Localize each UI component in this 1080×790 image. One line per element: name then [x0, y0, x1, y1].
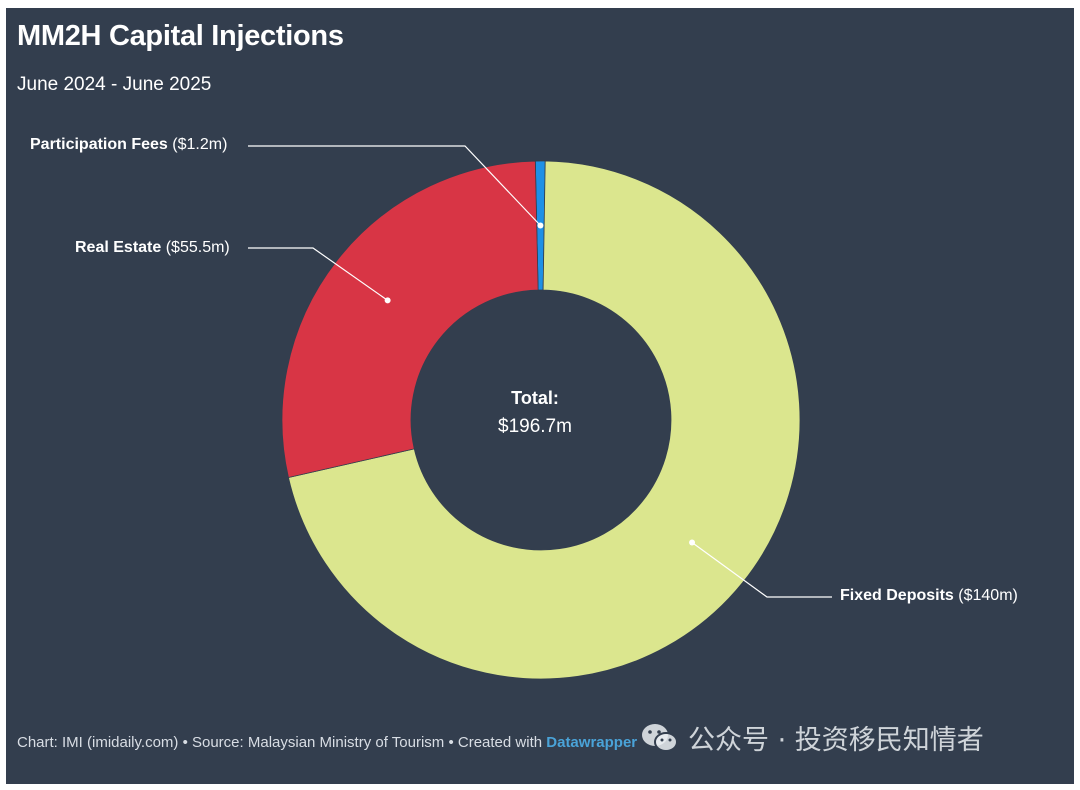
- leader-dot-fixed-deposits: [689, 539, 696, 546]
- center-total-value: $196.7m: [498, 416, 572, 437]
- slice-fixed-deposits: [287, 160, 801, 680]
- leader-line-real-estate: [248, 247, 388, 301]
- slice-value-participation-fees: ($1.2m): [172, 136, 228, 153]
- slice-value-fixed-deposits: ($140m): [958, 587, 1018, 604]
- label-fixed-deposits: Fixed Deposits ($140m): [840, 587, 1018, 605]
- datawrapper-link[interactable]: Datawrapper: [546, 734, 638, 751]
- chart-subtitle: June 2024 - June 2025: [17, 74, 212, 95]
- label-real-estate: Real Estate ($55.5m): [75, 239, 230, 257]
- center-total-title: Total:: [511, 388, 559, 408]
- leader-dot-participation-fees: [537, 222, 544, 229]
- watermark: 公众号 · 投资移民知情者: [640, 718, 984, 757]
- slice-name-fixed-deposits: Fixed Deposits: [840, 587, 954, 604]
- watermark-text: 公众号 · 投资移民知情者: [688, 725, 984, 756]
- wechat-icon: [642, 723, 678, 752]
- slice-value-real-estate: ($55.5m): [165, 239, 230, 256]
- leader-line-fixed-deposits: [691, 542, 832, 598]
- slice-name-real-estate: Real Estate: [75, 239, 162, 256]
- chart-title: MM2H Capital Injections: [17, 20, 344, 52]
- leader-dot-real-estate: [384, 297, 391, 304]
- slice-real-estate: [281, 160, 539, 479]
- label-participation-fees: Participation Fees ($1.2m): [30, 136, 227, 154]
- footer-credit-text: Chart: IMI (imidaily.com) • Source: Mala…: [17, 734, 547, 751]
- slice-name-participation-fees: Participation Fees: [30, 136, 168, 153]
- leader-line-participation-fees: [248, 145, 541, 226]
- footer-credit: Chart: IMI (imidaily.com) • Source: Mala…: [17, 734, 637, 751]
